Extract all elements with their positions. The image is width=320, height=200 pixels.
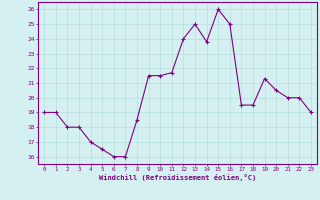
X-axis label: Windchill (Refroidissement éolien,°C): Windchill (Refroidissement éolien,°C) xyxy=(99,174,256,181)
